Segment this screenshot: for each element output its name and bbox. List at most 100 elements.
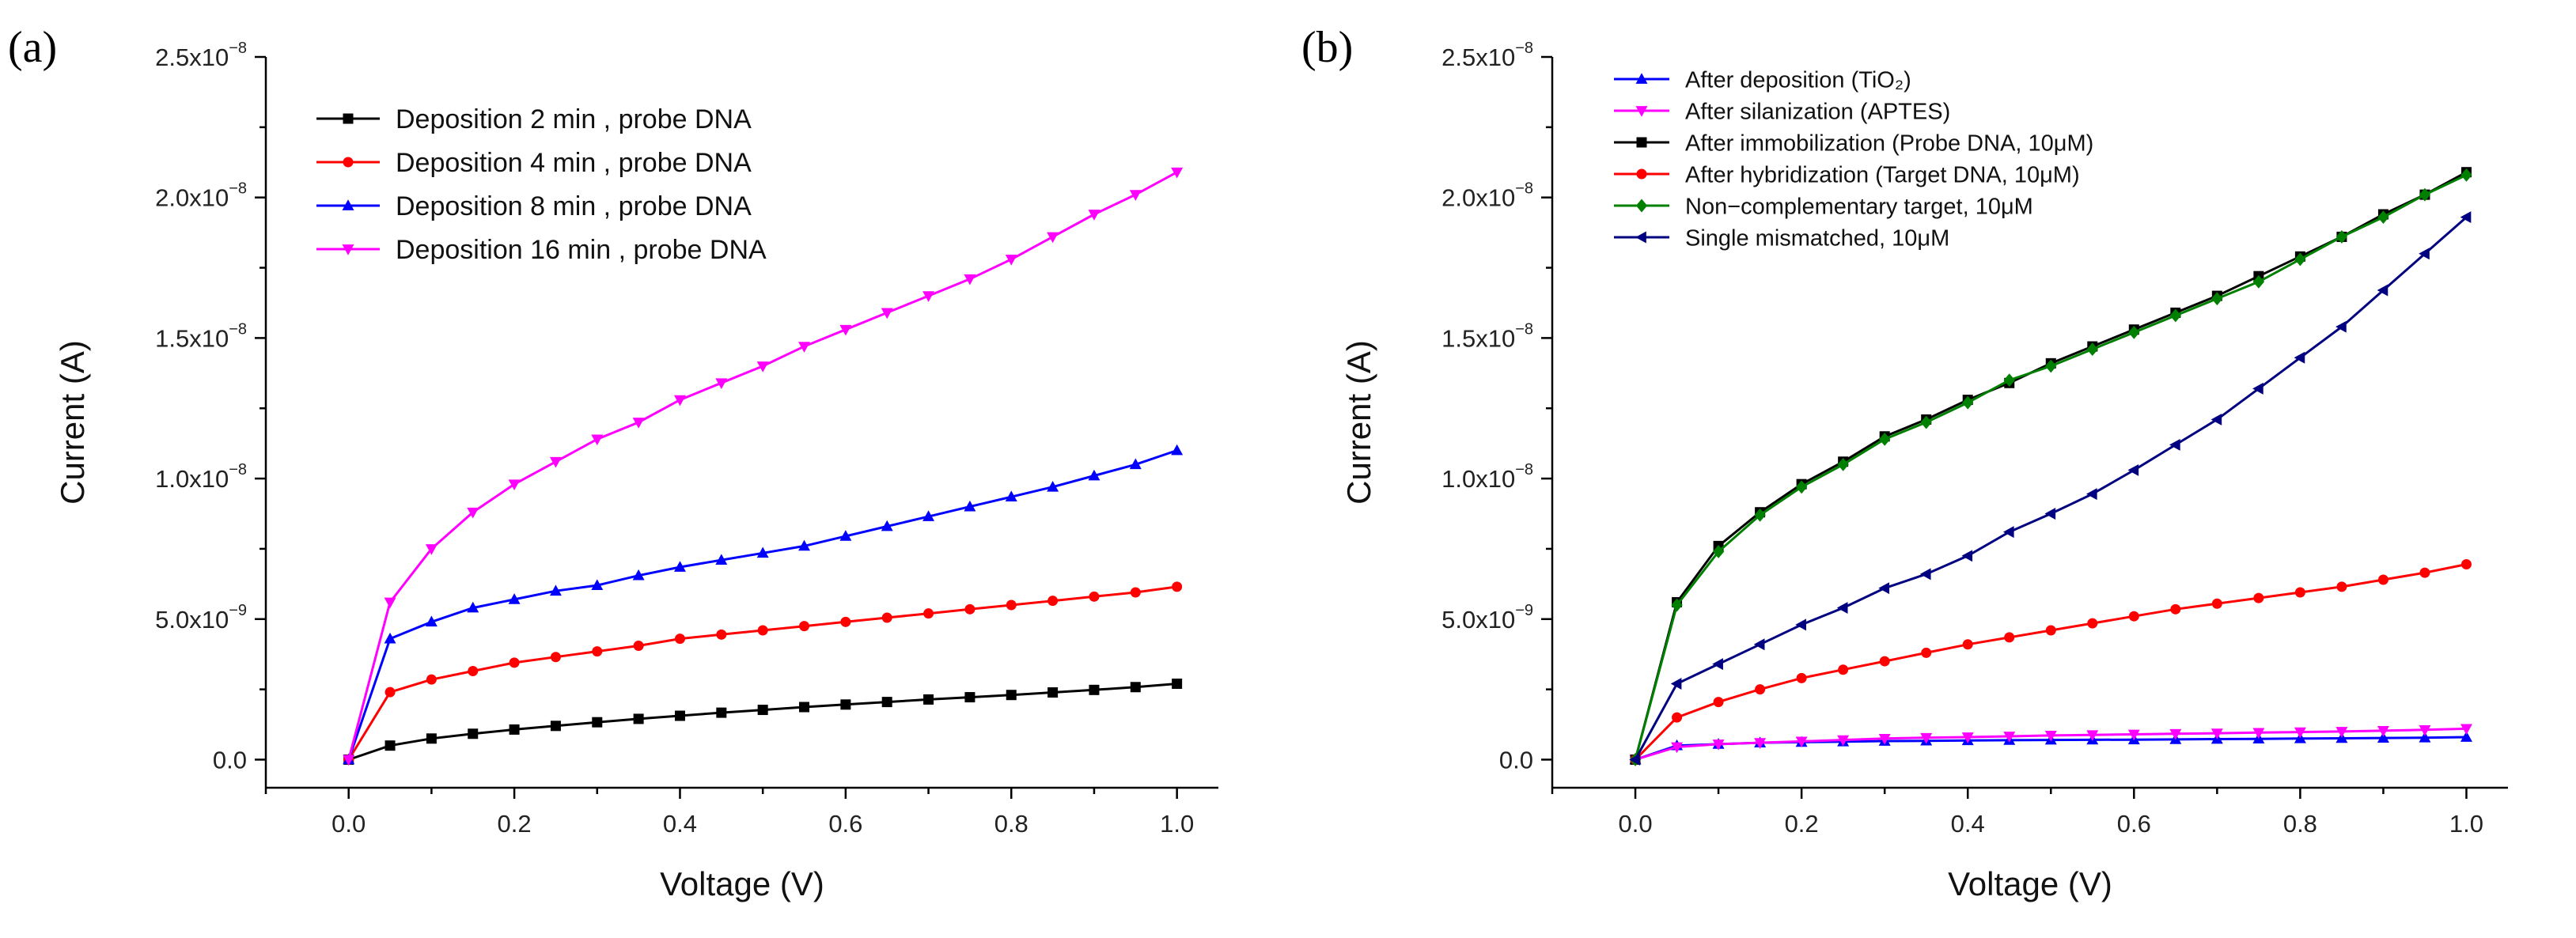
data-point: [592, 646, 603, 657]
data-point: [1047, 480, 1059, 492]
data-point: [1047, 687, 1059, 698]
data-point: [1837, 457, 1849, 471]
data-point: [2460, 731, 2472, 742]
data-point: [1089, 591, 1100, 602]
data-point: [2211, 598, 2222, 609]
chart-panel-a: (a) 0.0 0.2 0.4 0.6 0.8 1.0 0.0 5.0x10−9 1.0x10−8…: [8, 23, 1218, 902]
data-point: [2085, 488, 2097, 501]
legend-marker: [1635, 199, 1648, 213]
data-point: [2419, 567, 2430, 578]
data-point: [385, 686, 396, 698]
data-point: [1047, 596, 1059, 607]
data-point: [1837, 735, 1850, 747]
data-point: [964, 692, 975, 703]
data-point: [1754, 508, 1766, 522]
panel-label: (b): [1301, 23, 1353, 72]
data-point: [1795, 736, 1808, 748]
data-point: [2377, 732, 2389, 743]
data-point: [840, 699, 851, 710]
data-point: [549, 456, 562, 468]
data-point: [2253, 592, 2264, 603]
data-point: [1172, 581, 1183, 592]
data-point: [509, 724, 520, 735]
legend-marker: [342, 244, 354, 255]
y-tick-label: 1.5x10−8: [155, 320, 247, 352]
legend-item: Single mismatched, 10μM: [1614, 225, 1949, 251]
data-point: [2335, 727, 2348, 738]
data-point: [509, 657, 520, 668]
data-point: [343, 755, 355, 766]
data-point: [799, 702, 810, 713]
data-point: [1006, 599, 1017, 611]
data-point: [1919, 568, 1931, 581]
data-point: [1671, 742, 1684, 754]
data-point: [2127, 729, 2140, 741]
data-point: [2377, 284, 2388, 297]
chart-panel-b: (b) 0.0 0.2 0.4 0.6 0.8 1.0 0.0 5.0x10−9 1.0x10−8…: [1301, 23, 2508, 902]
data-point: [2419, 248, 2430, 260]
data-point: [467, 507, 479, 519]
data-point: [2169, 308, 2181, 323]
data-point: [1713, 697, 1724, 708]
data-point: [715, 378, 728, 390]
data-point: [1796, 672, 1807, 683]
x-axis-title: Voltage (V): [1948, 865, 2112, 902]
legend-item: After immobilization (Probe DNA, 10μM): [1614, 130, 2093, 156]
data-point: [2336, 581, 2347, 592]
data-point: [632, 418, 645, 429]
data-point: [2086, 730, 2099, 741]
series-0: [343, 679, 1183, 765]
y-tick-label: 0.0: [213, 746, 247, 773]
data-point: [1795, 618, 1806, 631]
y-tick-label: 0.0: [1499, 746, 1533, 773]
data-point: [508, 593, 521, 604]
data-point: [1921, 647, 1932, 658]
legend-item: Non−complementary target, 10μM: [1614, 194, 2033, 219]
legend-label: After immobilization (Probe DNA, 10μM): [1685, 130, 2093, 156]
data-point: [2460, 168, 2472, 182]
data-point: [674, 561, 686, 572]
series-2: [343, 444, 1184, 765]
x-tick-label: 0.4: [663, 810, 697, 838]
data-point: [2335, 229, 2348, 244]
data-point: [550, 721, 561, 732]
data-point: [2045, 359, 2057, 373]
legend-label: After deposition (TiO₂): [1685, 67, 1911, 93]
x-tick-label: 0.6: [2117, 810, 2151, 838]
data-point: [1006, 690, 1017, 701]
data-point: [1712, 739, 1725, 751]
data-point: [1712, 658, 1723, 671]
legend-item: Deposition 2 min , probe DNA: [316, 104, 752, 134]
data-point: [923, 694, 934, 705]
data-point: [757, 625, 768, 636]
legend: After deposition (TiO₂) After silanizatio…: [1614, 67, 2093, 251]
y-tick-label: 1.0x10−8: [155, 461, 247, 493]
data-point: [2087, 618, 2098, 629]
data-point: [881, 520, 893, 531]
data-point: [1172, 679, 1183, 690]
x-tick-label: 0.2: [1785, 810, 1819, 838]
data-point: [1005, 490, 1017, 502]
data-point: [2419, 187, 2431, 202]
legend-label: Deposition 8 min , probe DNA: [396, 191, 752, 221]
data-point: [1129, 190, 1142, 201]
data-point: [591, 434, 604, 446]
y-axis-title: Current (A): [54, 340, 91, 505]
data-point: [633, 713, 644, 724]
legend: Deposition 2 min , probe DNA Deposition 4…: [316, 104, 767, 265]
data-point: [2419, 731, 2431, 743]
panel-label: (a): [8, 23, 57, 72]
x-tick-label: 1.0: [1160, 810, 1194, 838]
data-point: [385, 740, 396, 751]
data-point: [2210, 728, 2223, 739]
data-point: [1671, 598, 1683, 612]
legend-marker: [343, 157, 354, 168]
data-point: [2294, 351, 2305, 364]
data-point: [923, 608, 934, 619]
data-point: [2086, 342, 2098, 357]
data-point: [2419, 724, 2431, 736]
legend-marker: [343, 113, 354, 124]
data-point: [2128, 325, 2140, 339]
data-point: [549, 584, 562, 596]
